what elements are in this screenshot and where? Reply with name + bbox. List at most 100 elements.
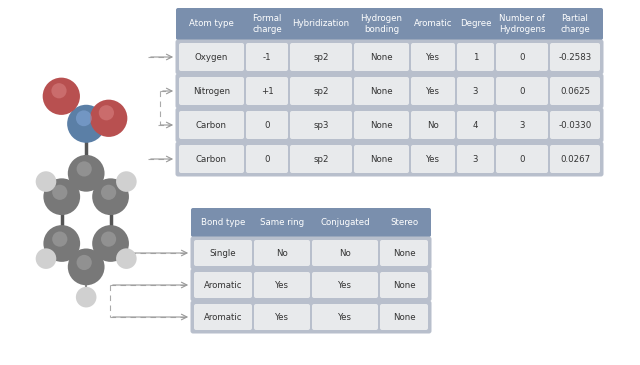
Text: sp3: sp3 bbox=[313, 120, 329, 130]
Text: Partial
charge: Partial charge bbox=[560, 14, 590, 34]
FancyBboxPatch shape bbox=[457, 145, 494, 173]
FancyBboxPatch shape bbox=[179, 111, 244, 139]
FancyBboxPatch shape bbox=[312, 304, 378, 330]
FancyBboxPatch shape bbox=[246, 43, 288, 71]
Text: Aromatic: Aromatic bbox=[413, 19, 452, 28]
FancyBboxPatch shape bbox=[411, 43, 455, 71]
FancyBboxPatch shape bbox=[191, 208, 431, 237]
FancyBboxPatch shape bbox=[194, 272, 252, 298]
Text: None: None bbox=[370, 120, 393, 130]
Text: 1: 1 bbox=[473, 53, 478, 61]
Text: sp2: sp2 bbox=[313, 154, 329, 164]
Text: None: None bbox=[370, 154, 393, 164]
FancyBboxPatch shape bbox=[254, 272, 310, 298]
Point bbox=[104, 236, 114, 242]
FancyBboxPatch shape bbox=[175, 39, 604, 74]
FancyBboxPatch shape bbox=[290, 43, 352, 71]
Point bbox=[121, 256, 131, 262]
Point bbox=[54, 189, 65, 195]
FancyBboxPatch shape bbox=[457, 43, 494, 71]
Text: Yes: Yes bbox=[338, 312, 352, 322]
FancyBboxPatch shape bbox=[496, 111, 548, 139]
Point bbox=[79, 166, 90, 172]
Point bbox=[106, 194, 116, 200]
FancyBboxPatch shape bbox=[254, 304, 310, 330]
FancyBboxPatch shape bbox=[496, 43, 548, 71]
Text: Same ring: Same ring bbox=[260, 218, 304, 227]
Text: Yes: Yes bbox=[426, 53, 440, 61]
Text: Oxygen: Oxygen bbox=[195, 53, 228, 61]
FancyBboxPatch shape bbox=[411, 145, 455, 173]
Text: 0.0625: 0.0625 bbox=[560, 87, 590, 96]
FancyBboxPatch shape bbox=[179, 145, 244, 173]
Text: 0: 0 bbox=[519, 154, 525, 164]
FancyBboxPatch shape bbox=[175, 108, 604, 142]
FancyBboxPatch shape bbox=[411, 111, 455, 139]
Text: -0.2583: -0.2583 bbox=[558, 53, 591, 61]
Text: Conjugated: Conjugated bbox=[320, 218, 370, 227]
Text: sp2: sp2 bbox=[313, 87, 329, 96]
Text: None: None bbox=[370, 87, 393, 96]
Text: Number of
Hydrogens: Number of Hydrogens bbox=[499, 14, 545, 34]
Text: 0: 0 bbox=[264, 154, 269, 164]
Point bbox=[56, 93, 67, 99]
Text: None: None bbox=[370, 53, 393, 61]
FancyBboxPatch shape bbox=[496, 77, 548, 105]
Text: 4: 4 bbox=[473, 120, 478, 130]
FancyBboxPatch shape bbox=[290, 111, 352, 139]
Text: Atom type: Atom type bbox=[189, 19, 234, 28]
FancyBboxPatch shape bbox=[380, 240, 428, 266]
Point bbox=[54, 88, 64, 94]
FancyBboxPatch shape bbox=[179, 77, 244, 105]
Text: No: No bbox=[427, 120, 439, 130]
Point bbox=[121, 178, 131, 184]
Text: None: None bbox=[393, 280, 415, 289]
FancyBboxPatch shape bbox=[457, 77, 494, 105]
Text: 0.0267: 0.0267 bbox=[560, 154, 590, 164]
Text: -0.0330: -0.0330 bbox=[558, 120, 591, 130]
Text: Yes: Yes bbox=[275, 280, 289, 289]
FancyBboxPatch shape bbox=[496, 145, 548, 173]
Text: sp2: sp2 bbox=[313, 53, 329, 61]
FancyBboxPatch shape bbox=[246, 111, 288, 139]
Text: Single: Single bbox=[210, 249, 236, 257]
FancyBboxPatch shape bbox=[175, 142, 604, 177]
Text: Yes: Yes bbox=[275, 312, 289, 322]
Text: Hydrogen
bonding: Hydrogen bonding bbox=[360, 14, 403, 34]
FancyBboxPatch shape bbox=[457, 111, 494, 139]
Point bbox=[106, 241, 116, 246]
FancyBboxPatch shape bbox=[411, 77, 455, 105]
Point bbox=[81, 264, 92, 270]
FancyBboxPatch shape bbox=[290, 77, 352, 105]
Text: Yes: Yes bbox=[426, 87, 440, 96]
Text: 0: 0 bbox=[264, 120, 269, 130]
Text: +1: +1 bbox=[260, 87, 273, 96]
FancyBboxPatch shape bbox=[194, 240, 252, 266]
FancyBboxPatch shape bbox=[550, 111, 600, 139]
Point bbox=[79, 260, 90, 265]
Point bbox=[41, 256, 51, 262]
FancyBboxPatch shape bbox=[354, 77, 409, 105]
Text: Yes: Yes bbox=[338, 280, 352, 289]
Point bbox=[81, 121, 92, 127]
Text: No: No bbox=[339, 249, 351, 257]
FancyBboxPatch shape bbox=[175, 73, 604, 108]
FancyBboxPatch shape bbox=[550, 77, 600, 105]
FancyBboxPatch shape bbox=[246, 77, 288, 105]
FancyBboxPatch shape bbox=[380, 272, 428, 298]
FancyBboxPatch shape bbox=[354, 43, 409, 71]
Text: None: None bbox=[393, 312, 415, 322]
Point bbox=[101, 110, 111, 116]
FancyBboxPatch shape bbox=[354, 145, 409, 173]
FancyBboxPatch shape bbox=[312, 240, 378, 266]
Point bbox=[104, 189, 114, 195]
Text: Bond type: Bond type bbox=[201, 218, 245, 227]
Text: 0: 0 bbox=[519, 53, 525, 61]
Text: Stereo: Stereo bbox=[390, 218, 418, 227]
Text: 3: 3 bbox=[519, 120, 525, 130]
FancyBboxPatch shape bbox=[194, 304, 252, 330]
FancyBboxPatch shape bbox=[290, 145, 352, 173]
Text: None: None bbox=[393, 249, 415, 257]
Text: Nitrogen: Nitrogen bbox=[193, 87, 230, 96]
Text: Degree: Degree bbox=[460, 19, 492, 28]
